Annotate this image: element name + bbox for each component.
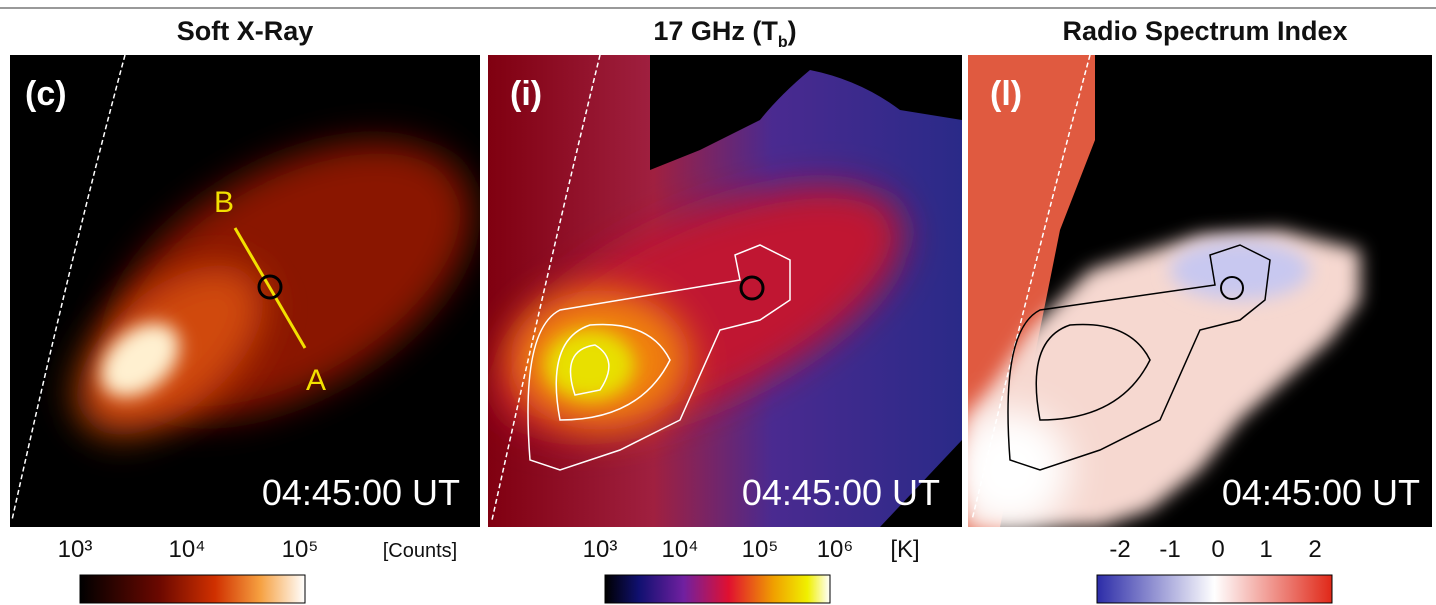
panel-soft-xray: Soft X-Ray B A (c) 04:45:00 UT 10³ 10⁴ 1…	[10, 16, 480, 604]
colorbar-label: 2	[1308, 536, 1321, 563]
colorbar	[604, 574, 831, 604]
title-end: )	[788, 16, 797, 46]
colorbar-label: 10⁵	[282, 536, 319, 563]
colorbar	[79, 574, 306, 604]
timestamp: 04:45:00 UT	[1222, 472, 1420, 513]
panel-title: Radio Spectrum Index	[1062, 16, 1347, 46]
colorbar	[1096, 574, 1333, 604]
panel-spectrum-index: Radio Spectrum Index (l) 04:45:00 UT -2 …	[968, 16, 1432, 604]
title-subscript: b	[778, 34, 788, 51]
colorbar-label: -1	[1159, 536, 1180, 563]
panel-label: (l)	[990, 75, 1022, 113]
marker-label: A	[306, 364, 326, 397]
colorbar-label: 10⁴	[168, 536, 205, 563]
timestamp: 04:45:00 UT	[262, 472, 460, 513]
colorbar-unit: [Counts]	[383, 540, 457, 562]
colorbar-label: -2	[1109, 536, 1130, 563]
title-text: 17 GHz (T	[653, 16, 778, 46]
colorbar-unit: [K]	[890, 536, 919, 563]
panel-label: (i)	[510, 75, 542, 113]
timestamp: 04:45:00 UT	[742, 472, 940, 513]
colorbar-label: 1	[1259, 536, 1272, 563]
colorbar-label: 10⁶	[817, 536, 854, 563]
colorbar-label: 0	[1211, 536, 1224, 563]
panel-title: Soft X-Ray	[177, 16, 314, 46]
panel-title: 17 GHz (Tb)	[653, 16, 796, 51]
colorbar-label: 10³	[583, 536, 618, 563]
panel-label: (c)	[25, 75, 67, 113]
colorbar-label: 10⁵	[742, 536, 779, 563]
colorbar-label: 10⁴	[661, 536, 698, 563]
colorbar-label: 10³	[58, 536, 93, 563]
marker-label: B	[214, 186, 234, 219]
panel-17ghz: 17 GHz (Tb) (i) 04:45:00 UT 10³ 10⁴ 10⁵ …	[488, 16, 962, 604]
